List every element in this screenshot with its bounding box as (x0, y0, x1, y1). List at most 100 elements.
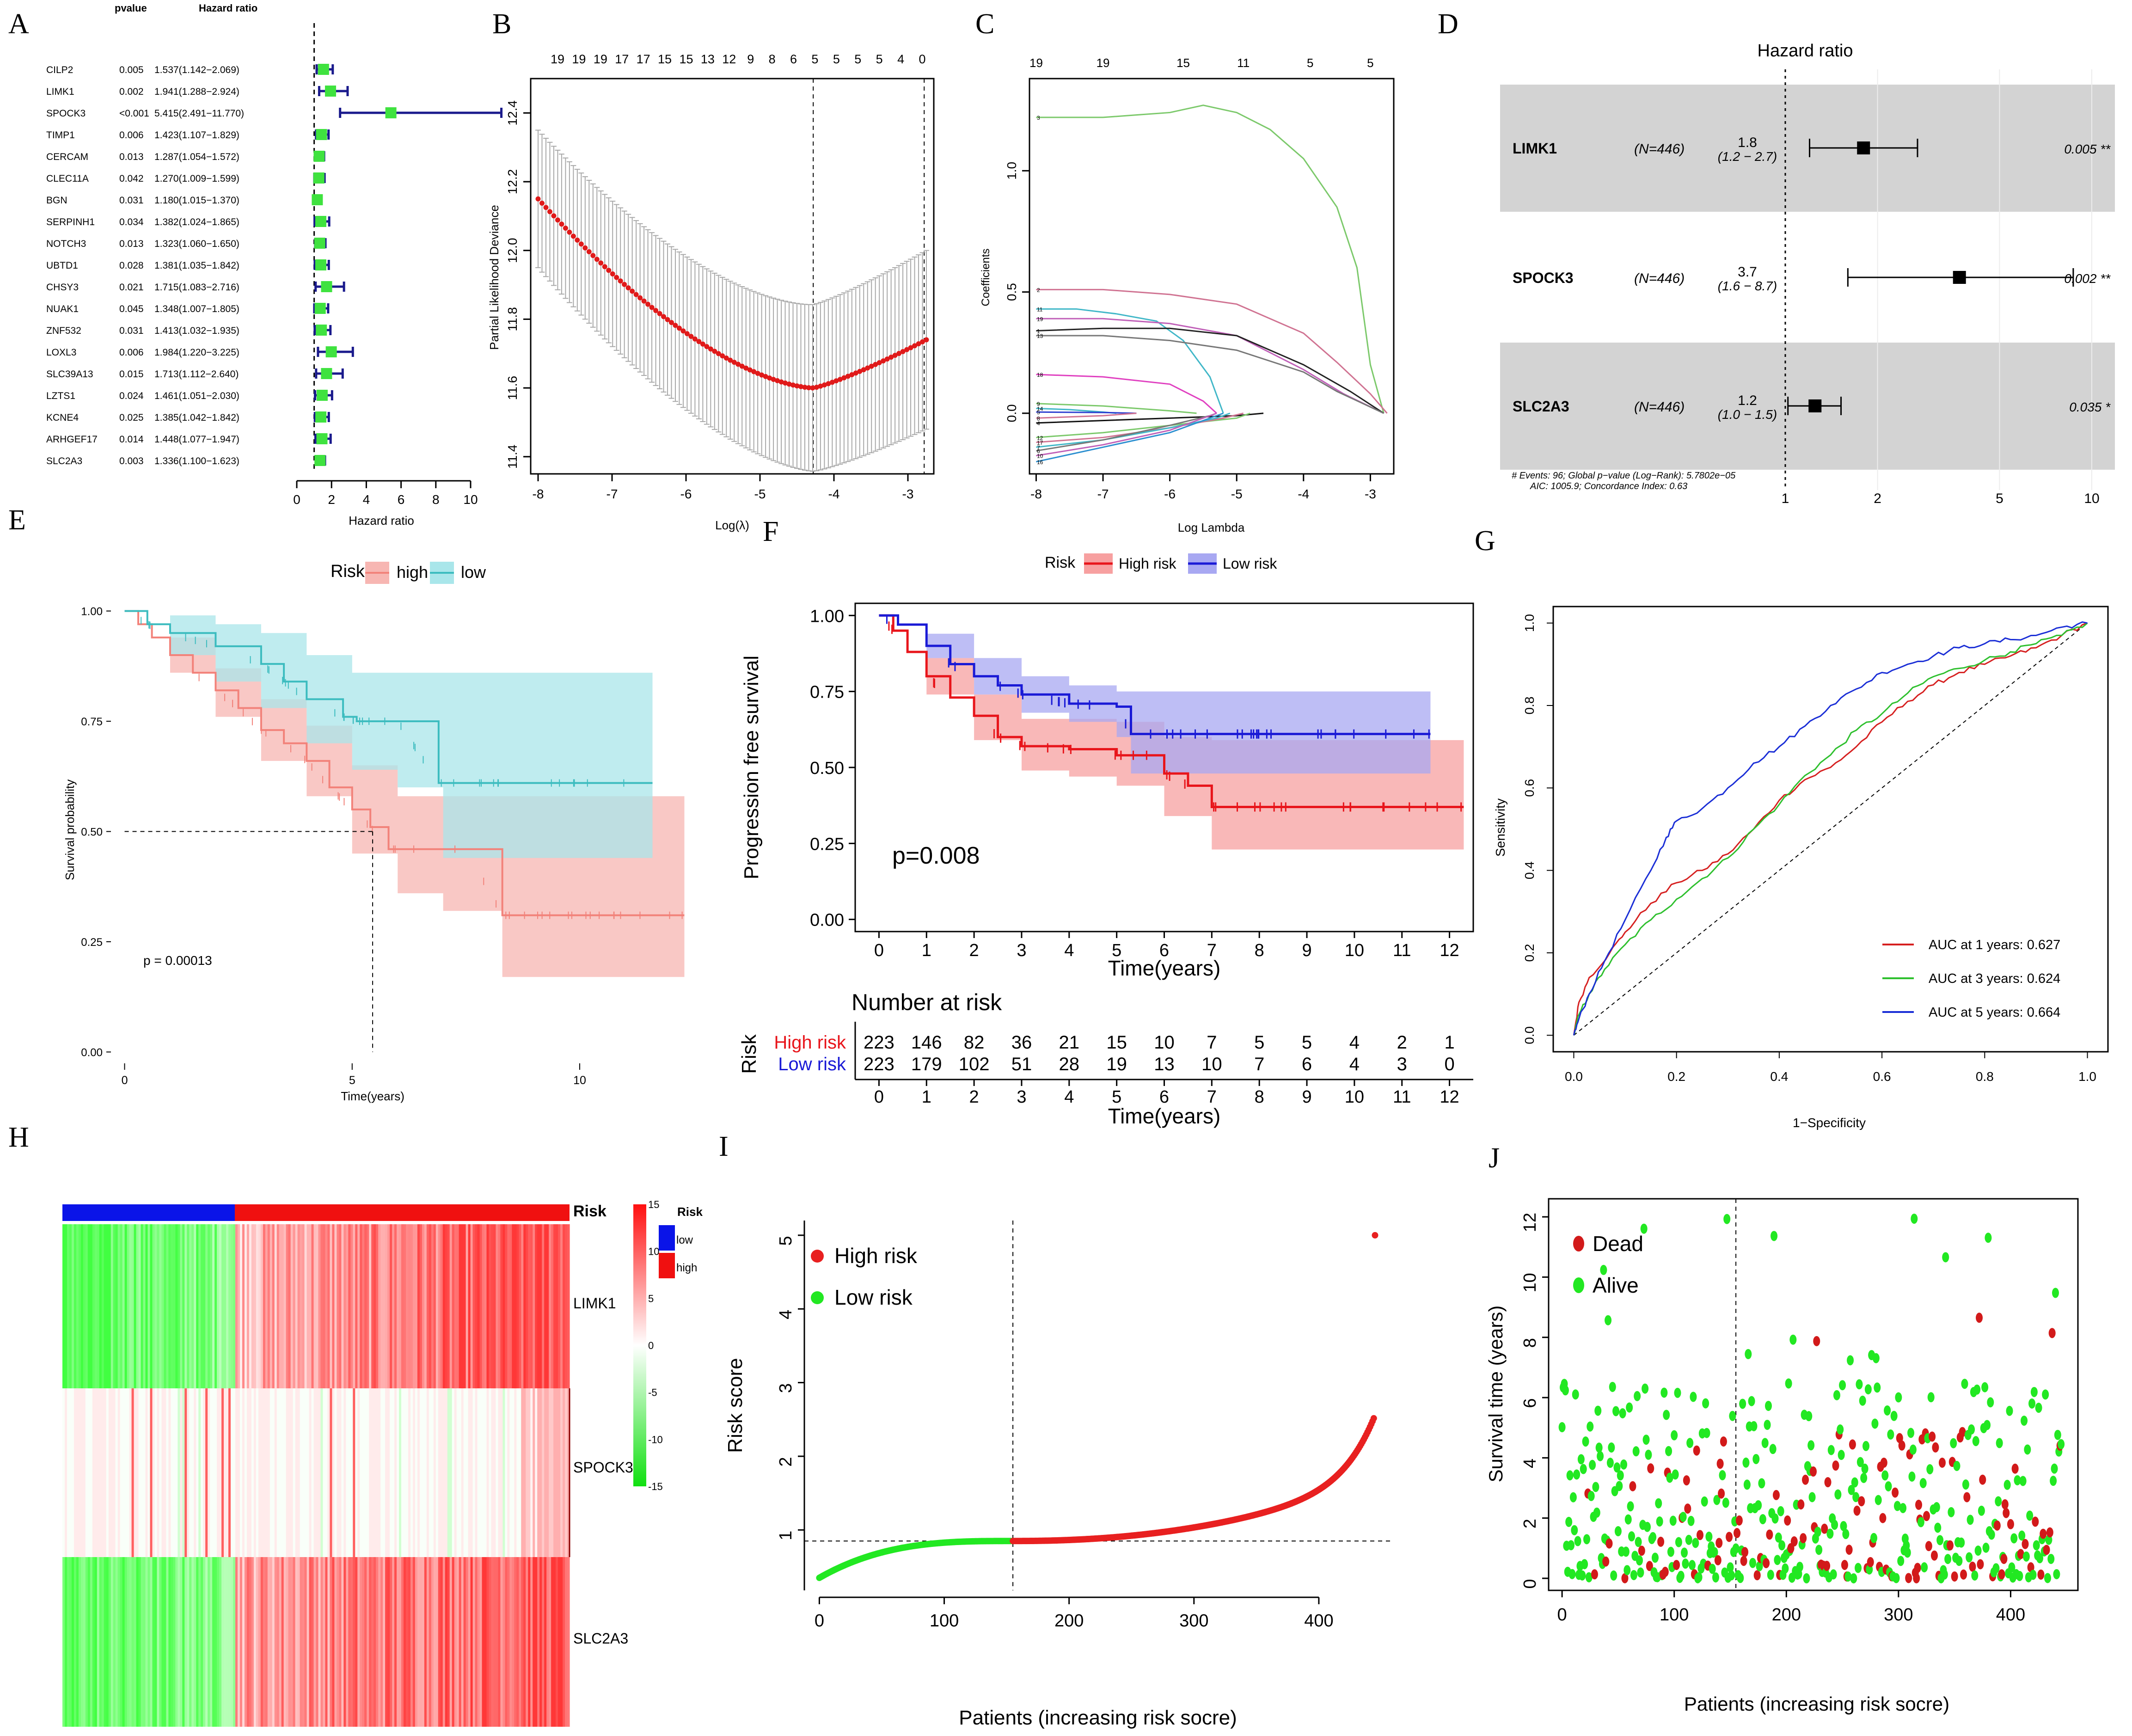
h-heat-cell (313, 1557, 317, 1727)
h-heat-cell (212, 1557, 215, 1727)
h-heat-cell (346, 1224, 349, 1388)
h-heat-cell (440, 1388, 443, 1557)
j-point-dead (2043, 1545, 2050, 1555)
j-point-dead (1753, 1570, 1761, 1581)
h-heat-cell (203, 1388, 206, 1557)
h-heat-cell (442, 1388, 446, 1557)
h-heat-cell (309, 1224, 312, 1388)
j-x-tick-label: 100 (1660, 1605, 1689, 1625)
j-point-dead (2048, 1328, 2056, 1338)
h-heat-cell (196, 1557, 199, 1727)
c-coef-line-3 (1036, 104, 1385, 414)
b-cv-point (873, 362, 878, 367)
h-heat-cell (537, 1557, 540, 1727)
h-heat-cell (339, 1388, 342, 1557)
h-heat-cell (371, 1557, 374, 1727)
h-heat-cell (320, 1224, 324, 1388)
j-point-alive (1617, 1470, 1624, 1481)
j-point-dead (2003, 1508, 2010, 1518)
h-heat-cell (472, 1557, 476, 1727)
f-risk-value: 146 (911, 1032, 942, 1053)
c-top-tick-label: 11 (1237, 56, 1250, 70)
j-point-dead (2040, 1528, 2047, 1539)
h-heat-cell (408, 1388, 411, 1557)
h-heat-cell (90, 1557, 93, 1727)
j-point-dead (2007, 1519, 2014, 1529)
h-heat-cell (546, 1224, 549, 1388)
h-heat-cell (235, 1557, 238, 1727)
h-heat-cell (244, 1557, 247, 1727)
h-heat-cell (219, 1557, 222, 1727)
h-heat-cell (76, 1224, 79, 1388)
h-heat-cell (472, 1224, 476, 1388)
h-scale-tick-label: 0 (648, 1340, 654, 1351)
h-heat-cell (514, 1388, 517, 1557)
h-heat-cell (159, 1557, 162, 1727)
b-cv-point (802, 385, 808, 390)
j-point-alive (1749, 1558, 1757, 1568)
h-heat-cell (424, 1388, 427, 1557)
h-heat-cell (502, 1224, 505, 1388)
h-heat-cell (171, 1388, 173, 1557)
h-heat-cell (276, 1224, 280, 1388)
h-heat-cell (214, 1557, 217, 1727)
h-heat-cell (242, 1224, 245, 1388)
h-heat-cell (549, 1557, 551, 1727)
h-heat-cell (276, 1388, 280, 1557)
b-cv-point (586, 249, 592, 255)
h-heat-cell (380, 1388, 383, 1557)
b-cv-point (582, 245, 588, 251)
h-heat-cell (78, 1224, 81, 1388)
h-heat-cell (433, 1224, 436, 1388)
j-point-alive (1933, 1502, 1940, 1512)
j-point-alive (1827, 1445, 1835, 1455)
h-heat-cell (533, 1224, 535, 1388)
c-coef-line-18 (1036, 374, 1217, 414)
h-heat-cell (178, 1557, 180, 1727)
a-hr-text-LZTS1: 1.461(1.051−2.030) (154, 391, 239, 401)
j-point-alive (1899, 1503, 1907, 1513)
h-heat-cell (180, 1388, 183, 1557)
h-heat-cell (208, 1388, 210, 1557)
h-heat-cell (300, 1388, 303, 1557)
h-heat-cell (470, 1224, 473, 1388)
j-point-alive (2035, 1403, 2042, 1413)
b-cv-point (598, 260, 604, 266)
j-point-alive (1682, 1558, 1689, 1569)
f-risk-value: 28 (1059, 1054, 1080, 1074)
j-point-alive (1663, 1410, 1670, 1420)
j-point-alive (1674, 1387, 1681, 1398)
h-annotation-high (234, 1204, 570, 1221)
h-heat-cell (454, 1224, 457, 1388)
h-heat-cell (175, 1557, 178, 1727)
j-point-alive (1987, 1397, 1994, 1408)
h-heat-cell (337, 1557, 339, 1727)
j-point-alive (1948, 1507, 1955, 1517)
h-heat-cell (447, 1388, 450, 1557)
i-y-tick-label: 1 (776, 1531, 796, 1540)
h-heat-cell (332, 1557, 335, 1727)
h-heat-cell (390, 1224, 392, 1388)
h-heat-cell (433, 1388, 436, 1557)
h-heat-cell (129, 1388, 132, 1557)
h-heat-cell (311, 1557, 314, 1727)
h-heat-cell (364, 1557, 367, 1727)
h-heat-cell (270, 1224, 273, 1388)
j-y-tick-label: 6 (1520, 1398, 1540, 1408)
c-top-tick-label: 5 (1307, 56, 1313, 70)
f-risk-x-tick-label: 0 (874, 1087, 884, 1107)
h-heat-cell (242, 1557, 245, 1727)
h-heat-cell (108, 1224, 111, 1388)
b-cv-point (645, 301, 651, 307)
h-heat-cell (267, 1388, 270, 1557)
j-legend-label-dead: Dead (1593, 1232, 1643, 1256)
h-heat-cell (468, 1557, 471, 1727)
j-point-dead (1629, 1481, 1636, 1491)
j-point-alive (2028, 1398, 2036, 1409)
b-cv-point (708, 346, 713, 352)
h-heat-cell (290, 1388, 294, 1557)
j-y-tick-label: 0 (1520, 1579, 1540, 1589)
h-heat-cell (401, 1557, 404, 1727)
j-point-alive (2019, 1476, 2027, 1486)
h-heat-cell (283, 1388, 287, 1557)
